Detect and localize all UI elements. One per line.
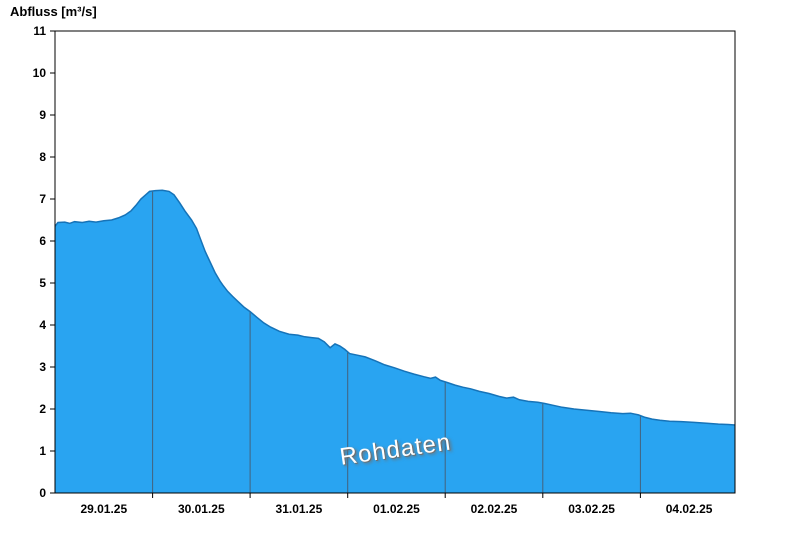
y-axis-title: Abfluss [m³/s] xyxy=(10,4,97,19)
y-tick-label: 1 xyxy=(39,444,46,458)
y-tick-label: 2 xyxy=(39,402,46,416)
x-tick-label: 04.02.25 xyxy=(666,502,713,516)
x-axis: 29.01.25 30.01.25 31.01.25 01.02.25 02.02.25… xyxy=(80,493,713,516)
y-tick-label: 11 xyxy=(33,24,46,38)
y-tick-label: 5 xyxy=(39,276,46,290)
y-tick-label: 0 xyxy=(39,486,46,500)
y-tick-label: 8 xyxy=(39,150,46,164)
y-tick-label: 6 xyxy=(39,234,46,248)
x-tick-label: 03.02.25 xyxy=(568,502,615,516)
series-line xyxy=(54,189,736,426)
y-axis: 0 1 2 3 4 5 6 7 8 9 10 11 xyxy=(33,24,55,500)
y-tick-label: 4 xyxy=(39,318,46,332)
x-tick-label: 01.02.25 xyxy=(373,502,420,516)
plot-frame xyxy=(54,30,736,494)
x-tick-label: 02.02.25 xyxy=(471,502,518,516)
y-tick-label: 10 xyxy=(33,66,47,80)
area-series xyxy=(55,190,735,493)
x-tick-label: 31.01.25 xyxy=(276,502,323,516)
y-tick-label: 3 xyxy=(39,360,46,374)
x-tick-label: 30.01.25 xyxy=(178,502,225,516)
y-tick-label: 9 xyxy=(39,108,46,122)
x-tick-label: 29.01.25 xyxy=(80,502,127,516)
y-tick-label: 7 xyxy=(39,192,46,206)
